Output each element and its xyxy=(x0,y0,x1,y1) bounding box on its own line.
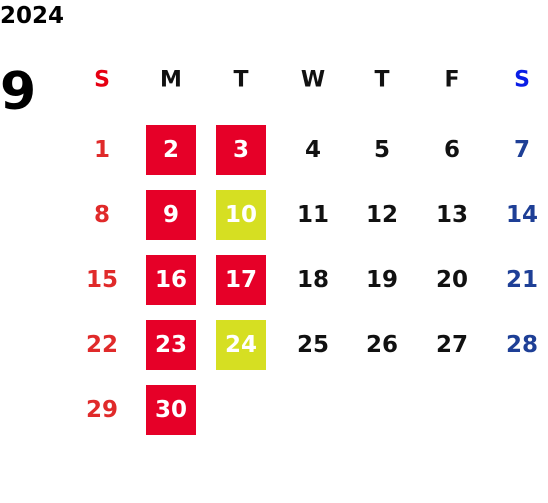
day-number: 10 xyxy=(225,202,257,228)
day-number: 18 xyxy=(297,267,329,293)
day-number: 28 xyxy=(506,332,538,358)
day-number: 23 xyxy=(155,332,187,358)
day-number: 12 xyxy=(366,202,398,228)
day-number: 15 xyxy=(86,267,118,293)
day-number: 16 xyxy=(155,267,187,293)
day-number: 7 xyxy=(514,137,530,163)
weekday-label: F xyxy=(444,68,459,93)
day-number: 25 xyxy=(297,332,329,358)
day-number: 30 xyxy=(155,397,187,423)
weekday-label: M xyxy=(160,68,182,93)
day-number: 11 xyxy=(297,202,329,228)
day-number: 22 xyxy=(86,332,118,358)
day-highlight xyxy=(216,125,266,175)
day-number: 8 xyxy=(94,202,110,228)
day-number: 26 xyxy=(366,332,398,358)
day-number: 14 xyxy=(506,202,538,228)
weekday-label: W xyxy=(301,68,325,93)
day-number: 5 xyxy=(374,137,390,163)
day-number: 17 xyxy=(225,267,257,293)
month: 9 xyxy=(0,62,36,122)
day-number: 24 xyxy=(225,332,257,358)
day-highlight xyxy=(216,255,266,305)
day-number: 29 xyxy=(86,397,118,423)
day-number: 3 xyxy=(233,137,249,163)
day-number: 9 xyxy=(163,202,179,228)
day-number: 1 xyxy=(94,137,110,163)
day-highlight xyxy=(146,125,196,175)
day-highlight xyxy=(216,320,266,370)
day-number: 4 xyxy=(305,137,321,163)
day-number: 19 xyxy=(366,267,398,293)
weekday-label: S xyxy=(514,68,530,93)
day-highlight xyxy=(146,320,196,370)
weekday-label: T xyxy=(233,68,248,93)
day-highlight xyxy=(146,385,196,435)
day-number: 13 xyxy=(436,202,468,228)
weekday-label: S xyxy=(94,68,110,93)
year: 2024 xyxy=(0,3,64,29)
day-highlight xyxy=(216,190,266,240)
day-number: 27 xyxy=(436,332,468,358)
day-number: 6 xyxy=(444,137,460,163)
day-highlight xyxy=(146,255,196,305)
day-highlight xyxy=(146,190,196,240)
weekday-label: T xyxy=(374,68,389,93)
day-number: 20 xyxy=(436,267,468,293)
day-number: 2 xyxy=(163,137,179,163)
day-number: 21 xyxy=(506,267,538,293)
